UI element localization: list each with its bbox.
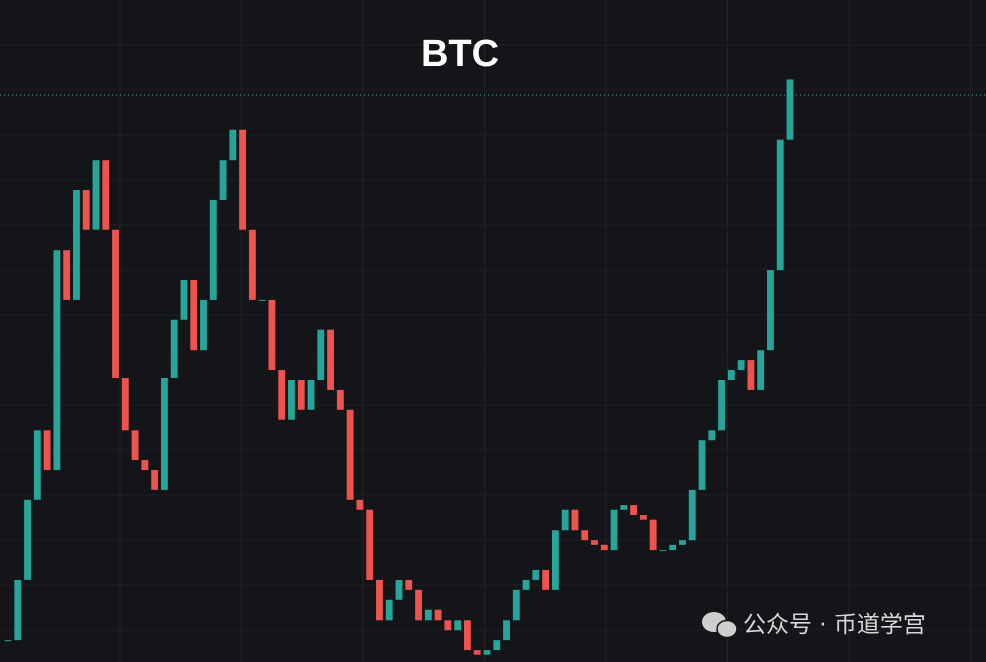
candle (278, 370, 286, 420)
candle (43, 430, 51, 471)
candle (424, 609, 432, 621)
candle (688, 489, 696, 541)
candle (718, 379, 725, 431)
candle (151, 470, 159, 490)
candle (473, 650, 481, 655)
candle (209, 199, 217, 300)
candle (376, 579, 383, 621)
candle (698, 440, 706, 490)
chart-title: BTC (421, 33, 499, 75)
watermark-icon (702, 612, 738, 639)
candle (600, 544, 608, 551)
candle (131, 430, 139, 461)
candle (405, 579, 413, 590)
candle (366, 509, 374, 580)
candle (180, 280, 188, 320)
candle (747, 360, 755, 390)
candle (444, 620, 452, 631)
candle (102, 160, 110, 230)
candle (4, 640, 12, 642)
candle (346, 409, 354, 500)
candle (200, 299, 207, 351)
candle (649, 519, 657, 551)
candle (659, 550, 667, 552)
candle (317, 329, 325, 380)
candle (639, 515, 647, 520)
candle (454, 620, 462, 631)
candle (434, 609, 442, 621)
candle (73, 189, 80, 300)
candle (33, 430, 41, 500)
candle (141, 460, 149, 471)
candle (63, 250, 71, 300)
candle (786, 79, 794, 140)
candle (512, 589, 520, 621)
candle (737, 360, 745, 371)
candle (591, 540, 598, 545)
candle (522, 579, 530, 590)
candle (669, 544, 677, 551)
candle (239, 129, 247, 230)
candle (464, 620, 471, 651)
candle (776, 139, 784, 271)
candle (503, 620, 510, 641)
candle (385, 599, 393, 621)
candle (493, 640, 501, 651)
candle (219, 160, 227, 200)
candle (288, 379, 295, 420)
candle (297, 379, 305, 410)
candle (82, 189, 90, 230)
candle (121, 378, 129, 431)
candle (248, 229, 256, 300)
candle (307, 379, 315, 410)
watermark: 公众号 · 币道学宫 (743, 612, 926, 638)
candle (767, 270, 774, 351)
candle (92, 160, 100, 230)
candle (561, 509, 569, 531)
candle (483, 650, 491, 655)
candle (610, 509, 618, 551)
candle (327, 329, 334, 390)
candle (268, 299, 276, 371)
candle (571, 509, 579, 531)
candle (708, 430, 716, 441)
candle (336, 389, 344, 410)
candle (630, 505, 638, 516)
candle (395, 579, 403, 600)
candle (356, 499, 364, 510)
candle (757, 350, 765, 390)
candle (542, 569, 550, 590)
candle (229, 129, 237, 161)
candle (170, 319, 178, 379)
candle (727, 370, 735, 380)
candle (112, 229, 119, 379)
candle (190, 280, 198, 351)
candle (415, 589, 422, 621)
candle (620, 505, 628, 510)
candle (160, 378, 168, 490)
candle (53, 250, 61, 471)
candle (14, 579, 22, 641)
candle (258, 299, 266, 301)
candle (679, 540, 686, 545)
candle (24, 499, 31, 580)
candle (581, 530, 589, 541)
candle (532, 569, 540, 580)
candle (551, 530, 559, 590)
